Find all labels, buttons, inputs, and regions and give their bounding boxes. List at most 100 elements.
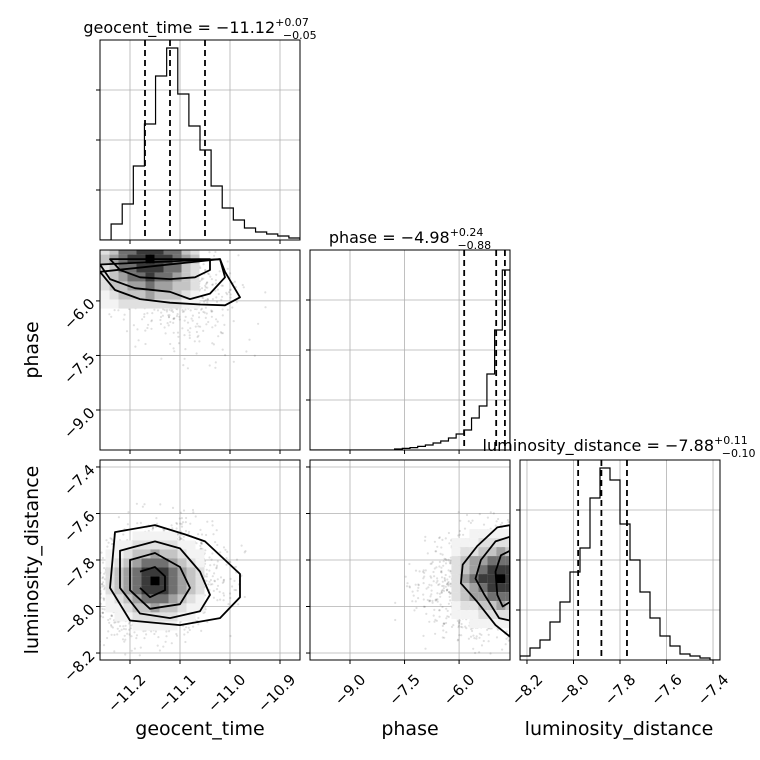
panel-geocent_time-vs-phase-point — [85, 238, 87, 240]
panel-geocent_time-vs-phase-point — [101, 241, 103, 243]
panel-geocent_time-vs-phase-point — [86, 167, 88, 169]
panel-geocent_time-vs-phase-point — [191, 314, 194, 317]
panel-geocent_time-vs-luminosity_distance-point — [188, 628, 191, 632]
panel-phase-vs-luminosity_distance-point — [511, 539, 513, 541]
panel-geocent_time-vs-phase-point — [128, 208, 130, 210]
panel-geocent_time-vs-phase-point — [200, 277, 203, 280]
panel-geocent_time-vs-luminosity_distance-point — [135, 634, 139, 637]
panel-phase-vs-luminosity_distance-point — [452, 624, 455, 627]
panel-geocent_time-vs-phase-point — [146, 215, 148, 217]
panel-geocent_time-vs-phase-point — [182, 245, 184, 247]
panel-geocent_time-vs-luminosity_distance-point — [122, 533, 125, 536]
panel-phase-vs-luminosity_distance-point — [514, 542, 516, 544]
panel-geocent_time-vs-phase-point — [146, 240, 148, 242]
panel-geocent_time-vs-phase-point — [264, 306, 267, 309]
panel-geocent_time-vs-luminosity_distance-point — [187, 626, 190, 629]
panel-geocent_time-vs-phase-point — [155, 229, 157, 231]
panel-geocent_time-vs-phase-point — [151, 211, 153, 213]
panel-geocent_time-vs-luminosity_distance-point — [204, 575, 207, 578]
panel-geocent_time-vs-luminosity_distance-point — [93, 583, 95, 585]
panel-geocent_time-vs-phase-density-cell — [164, 228, 173, 237]
panel-phase-vs-luminosity_distance-point — [546, 571, 548, 573]
panel-phase-vs-luminosity_distance-point — [457, 626, 460, 629]
panel-phase-vs-luminosity_distance-point — [558, 545, 560, 547]
panel-phase-vs-luminosity_distance-point — [548, 589, 550, 591]
panel-geocent_time-vs-phase-point — [117, 211, 119, 213]
panel-geocent_time-vs-phase-point — [160, 240, 162, 242]
panel-geocent_time-vs-phase-point — [156, 243, 158, 245]
panel-geocent_time-vs-luminosity_distance-point — [123, 671, 125, 673]
panel-geocent_time-vs-luminosity_distance-point — [101, 585, 104, 588]
panel-geocent_time-vs-luminosity_distance-point — [110, 633, 113, 636]
panel-phase-vs-luminosity_distance-point — [568, 547, 570, 549]
panel-geocent_time-vs-phase-point — [79, 211, 81, 213]
panel-geocent_time-vs-phase-point — [172, 331, 175, 334]
panel-phase-vs-luminosity_distance-point — [534, 525, 536, 527]
panel-geocent_time-vs-phase-point — [97, 262, 99, 264]
panel-geocent_time-vs-phase-point — [231, 306, 234, 309]
panel-geocent_time-vs-phase-point — [126, 225, 128, 227]
panel-geocent_time-vs-phase-point — [156, 209, 158, 211]
panel-phase-vs-luminosity_distance-point — [546, 518, 548, 520]
panel-geocent_time-vs-phase-point — [184, 246, 186, 248]
panel-geocent_time-vs-phase-point — [124, 194, 126, 196]
panel-phase-vs-luminosity_distance-point — [440, 589, 443, 593]
panel-geocent_time-vs-phase-point — [157, 247, 159, 249]
panel-geocent_time-vs-luminosity_distance-point — [117, 516, 120, 519]
panel-geocent_time-vs-phase-point — [93, 256, 95, 258]
panel-geocent_time-vs-phase-point — [208, 251, 211, 254]
panel-geocent_time-vs-phase-point — [226, 308, 229, 311]
panel-geocent_time-vs-phase-point — [221, 348, 224, 351]
panel-phase-vs-luminosity_distance-point — [556, 568, 558, 570]
panel-geocent_time-vs-phase-point — [88, 323, 90, 325]
panel-geocent_time-vs-phase-point — [168, 241, 170, 243]
panel-geocent_time-vs-phase-point — [113, 216, 115, 218]
hist-geocent_time-steps — [100, 47, 300, 240]
panel-geocent_time-vs-phase-density-cell — [155, 228, 164, 237]
panel-phase-vs-luminosity_distance-point — [434, 598, 437, 601]
panel-geocent_time-vs-luminosity_distance-point — [213, 579, 216, 582]
panel-geocent_time-vs-phase-point — [186, 321, 190, 324]
panel-geocent_time-vs-phase-density-cell — [154, 281, 164, 291]
panel-geocent_time-vs-phase-point — [155, 208, 157, 210]
panel-geocent_time-vs-phase-point — [124, 194, 126, 196]
panel-geocent_time-vs-phase-point — [83, 284, 85, 286]
panel-geocent_time-vs-phase-point — [119, 232, 121, 234]
panel-phase-vs-luminosity_distance-point — [601, 547, 603, 549]
panel-geocent_time-vs-phase-point — [108, 244, 110, 246]
panel-geocent_time-vs-phase-point — [86, 250, 88, 252]
panel-geocent_time-vs-luminosity_distance-point — [109, 617, 112, 620]
panel-geocent_time-vs-luminosity_distance-point — [215, 567, 218, 570]
panel-geocent_time-vs-luminosity_distance-point — [101, 577, 104, 580]
panel-phase-vs-luminosity_distance-point — [514, 594, 516, 596]
panel-geocent_time-vs-luminosity_distance-density-cell — [168, 585, 178, 595]
panel-geocent_time-vs-phase-point — [137, 339, 140, 342]
panel-geocent_time-vs-phase-point — [163, 229, 165, 231]
panel-geocent_time-vs-phase-point — [185, 245, 187, 247]
panel-geocent_time-vs-phase-point — [143, 315, 146, 318]
panel-geocent_time-vs-phase-density-cell — [119, 219, 128, 228]
panel-geocent_time-vs-phase-point — [122, 318, 125, 321]
panel-geocent_time-vs-phase-density-cell — [146, 219, 155, 228]
panel-geocent_time-vs-phase-density-cell — [119, 210, 128, 219]
panel-geocent_time-vs-phase-point — [211, 326, 214, 329]
panel-geocent_time-vs-phase-point — [167, 230, 169, 232]
panel-phase-vs-luminosity_distance-point — [510, 573, 512, 575]
panel-phase-vs-luminosity_distance-point — [530, 553, 532, 555]
panel-geocent_time-vs-luminosity_distance-density-cell — [186, 540, 196, 550]
panel-geocent_time-vs-phase-point — [110, 194, 112, 196]
panel-geocent_time-vs-phase-point — [84, 182, 86, 184]
panel-geocent_time-vs-phase-point — [178, 318, 181, 321]
panel-geocent_time-vs-luminosity_distance-density-cell — [141, 621, 151, 631]
panel-phase-vs-luminosity_distance-point — [464, 625, 467, 628]
panel-geocent_time-vs-luminosity_distance-point — [182, 509, 186, 512]
panel-geocent_time-vs-phase-density-cell — [154, 290, 164, 300]
panel-geocent_time-vs-phase-point — [78, 201, 80, 203]
panel-geocent_time-vs-luminosity_distance-point — [235, 589, 238, 592]
panel-geocent_time-vs-phase-density-cell — [181, 263, 191, 273]
panel-geocent_time-vs-luminosity_distance-point — [201, 547, 204, 550]
panel-geocent_time-vs-phase-point — [160, 246, 162, 248]
panel-geocent_time-vs-luminosity_distance-point — [107, 618, 110, 622]
panel-geocent_time-vs-luminosity_distance-density-cell — [159, 621, 169, 631]
panel-geocent_time-vs-phase-point — [114, 230, 116, 232]
